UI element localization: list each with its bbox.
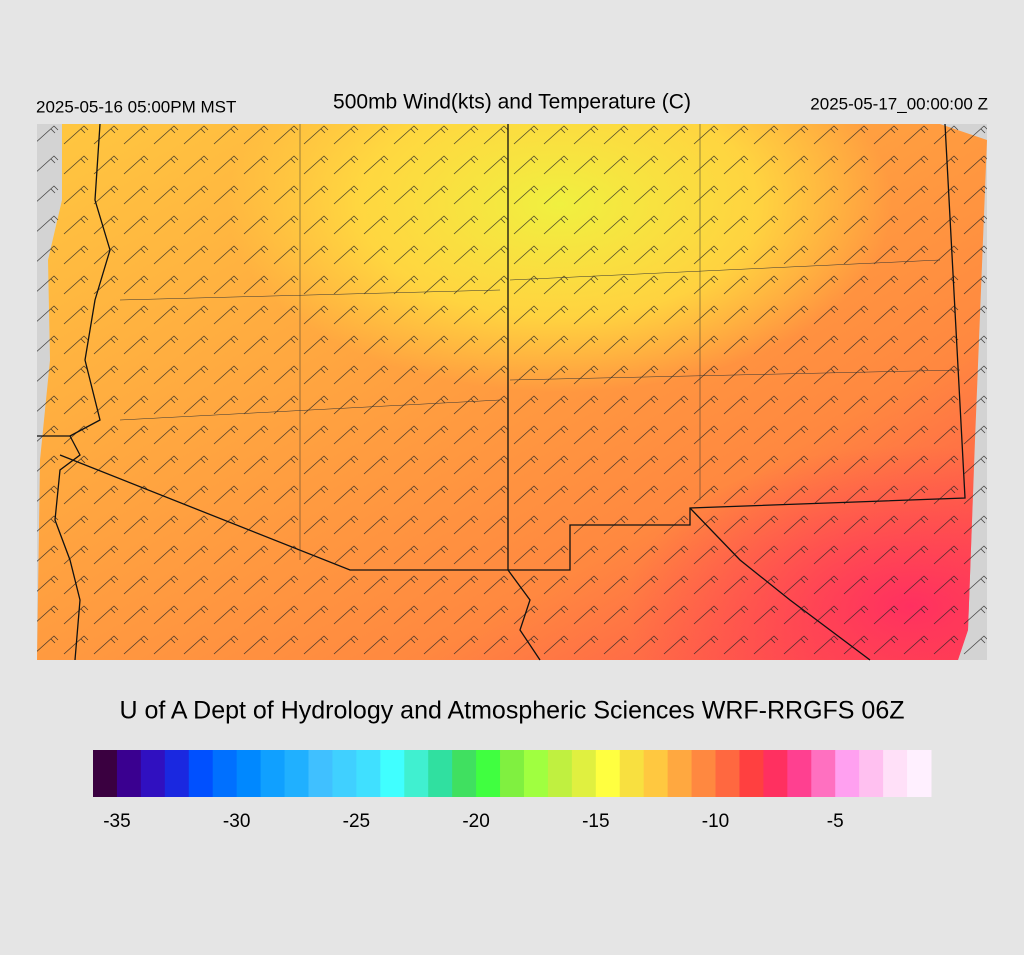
valid-time-local: 2025-05-16 05:00PM MST <box>36 97 236 116</box>
color-swatch <box>883 750 908 797</box>
color-swatch <box>595 750 621 797</box>
color-swatch <box>907 750 932 797</box>
color-swatch <box>691 750 717 797</box>
map-title: 500mb Wind(kts) and Temperature (C) <box>333 91 691 114</box>
colorbar-tick-label: -35 <box>103 811 130 832</box>
color-swatch <box>452 750 477 797</box>
colorbar-tick-label: -20 <box>462 811 489 832</box>
color-swatch <box>643 750 669 797</box>
color-swatch <box>284 750 309 797</box>
color-swatch <box>715 750 740 797</box>
colorbar-tick-label: -25 <box>343 811 370 832</box>
colorbar-tick-label: -15 <box>582 811 609 832</box>
color-swatch <box>763 750 788 797</box>
colorbar-tick-label: -30 <box>223 811 250 832</box>
color-swatch <box>164 750 190 797</box>
color-swatch <box>667 750 693 797</box>
color-swatch <box>619 750 645 797</box>
color-swatch <box>332 750 357 797</box>
credit: U of A Dept of Hydrology and Atmospheric… <box>119 697 904 725</box>
color-swatch <box>476 750 501 797</box>
color-swatch <box>140 750 166 797</box>
color-swatch <box>428 750 453 797</box>
color-swatch <box>93 750 118 797</box>
color-swatch <box>500 750 525 797</box>
color-swatch <box>404 750 429 797</box>
color-swatch <box>380 750 405 797</box>
colorbar: -35 -30 -25 -20 -15 -10 -5 <box>93 750 932 832</box>
color-swatch <box>571 750 597 797</box>
color-swatch <box>787 750 812 797</box>
color-swatch <box>116 750 142 797</box>
color-swatch <box>212 750 238 797</box>
color-swatch <box>188 750 214 797</box>
map <box>37 123 987 661</box>
color-swatch <box>547 750 573 797</box>
color-swatch <box>811 750 836 797</box>
color-swatch <box>308 750 333 797</box>
color-swatch <box>835 750 860 797</box>
color-swatch <box>859 750 884 797</box>
colorbar-tick-label: -10 <box>702 811 729 832</box>
colorbar-tick-label: -5 <box>827 811 844 832</box>
color-swatch <box>523 750 549 797</box>
valid-time-utc: 2025-05-17_00:00:00 Z <box>810 94 988 113</box>
color-swatch <box>260 750 286 797</box>
color-swatch <box>356 750 381 797</box>
color-swatch <box>236 750 262 797</box>
color-swatch <box>739 750 764 797</box>
